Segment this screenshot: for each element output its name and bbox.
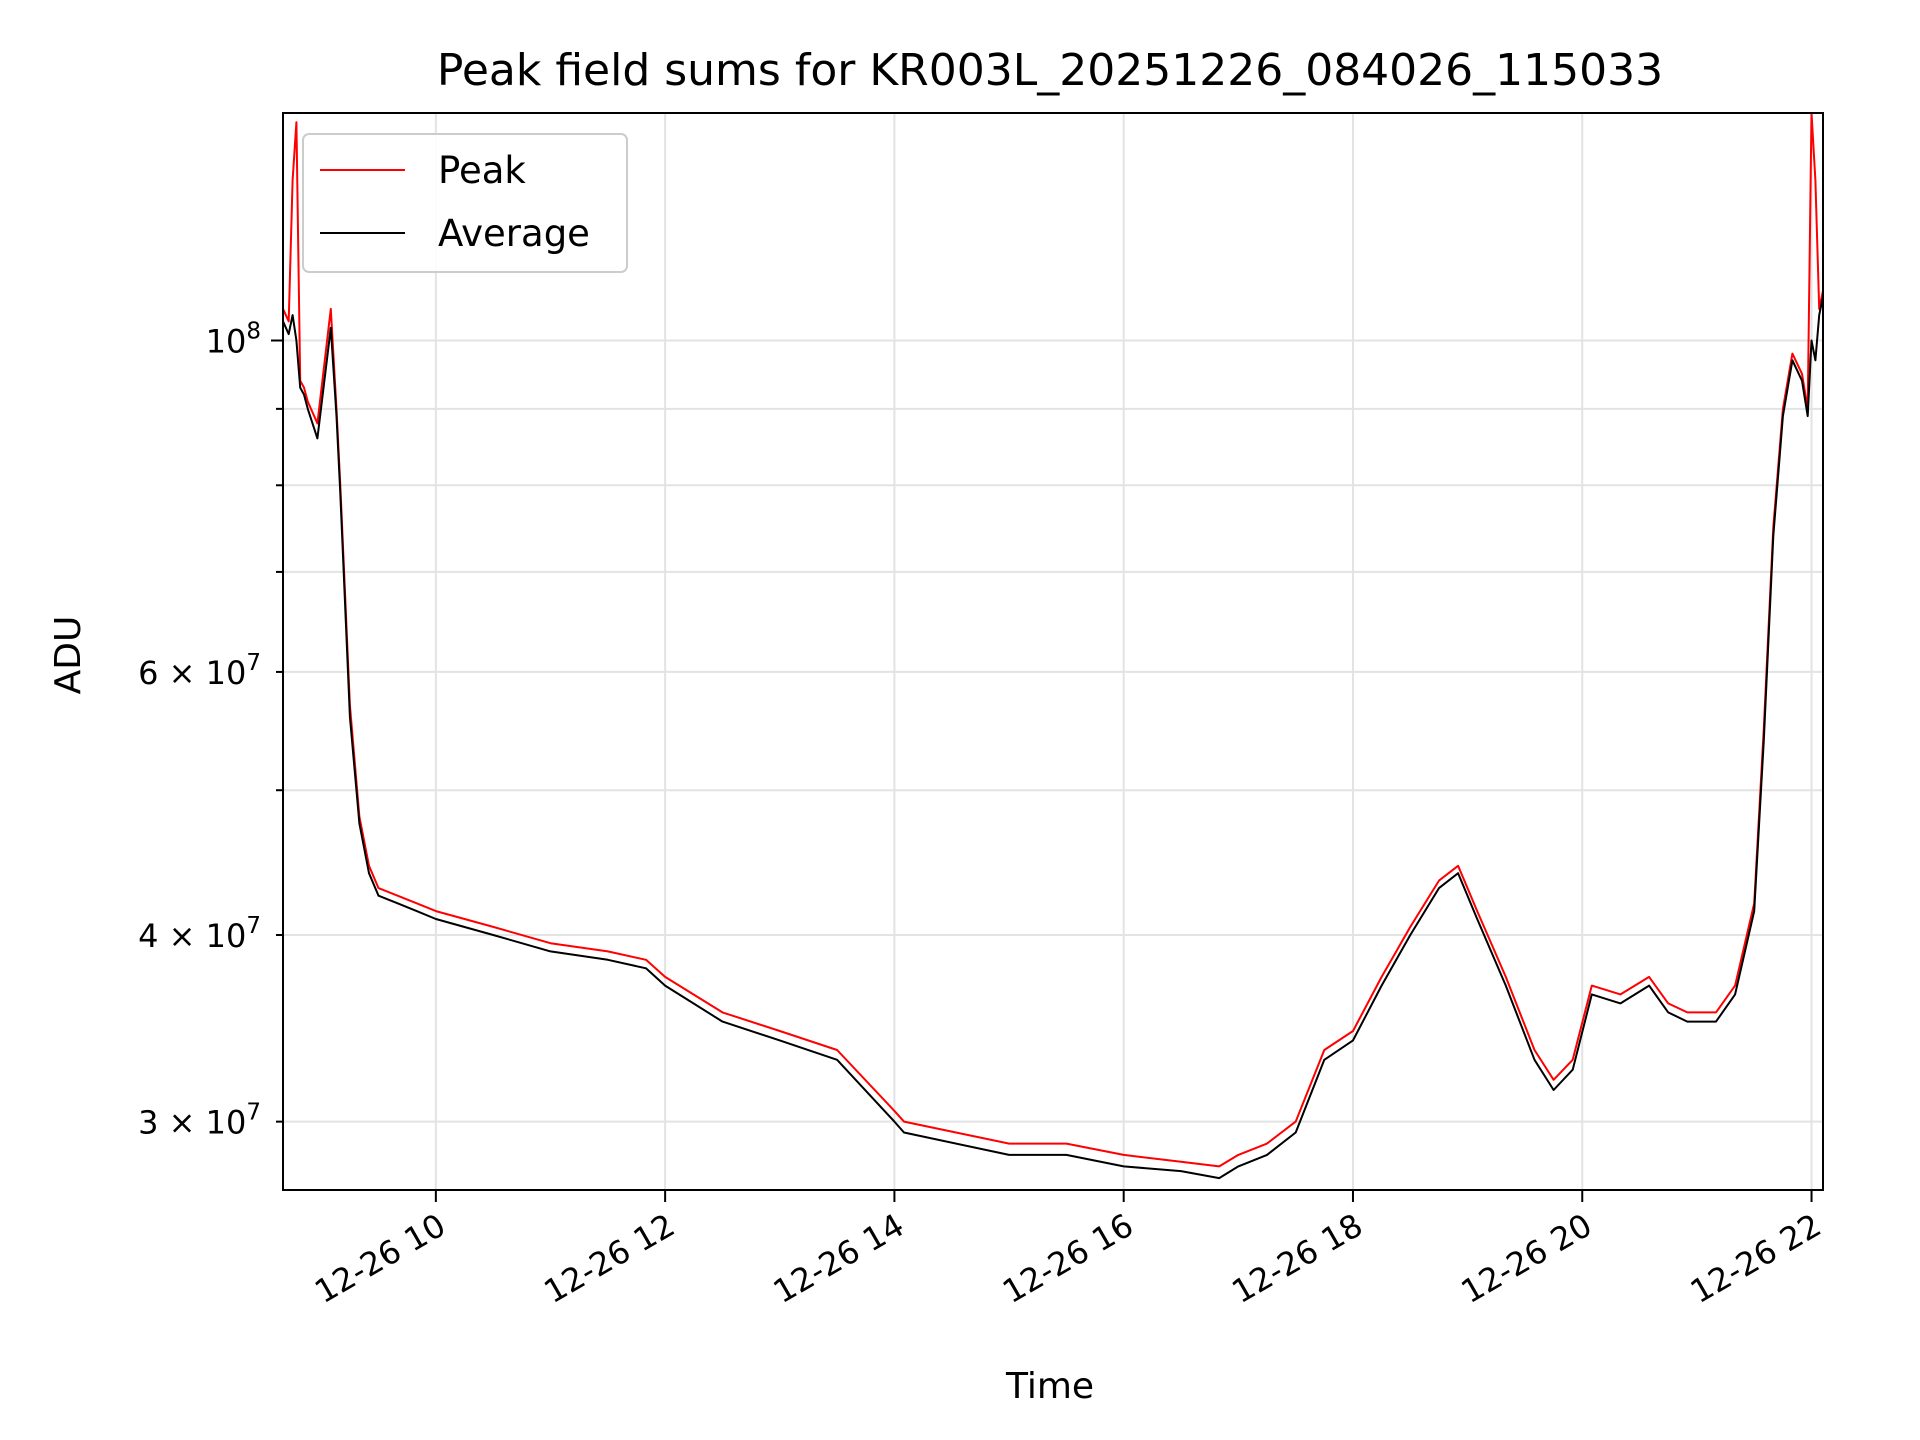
grid — [283, 113, 1823, 1190]
legend-box — [302, 133, 628, 273]
chart-title: Peak field sums for KR003L_20251226_0840… — [437, 45, 1663, 96]
legend-label-average: Average — [438, 212, 590, 255]
series-group — [282, 112, 1824, 1180]
y-tick-label: 4 × 107 — [138, 913, 261, 955]
x-axis-label: Time — [1005, 1366, 1094, 1407]
legend-label-peak: Peak — [438, 149, 526, 192]
plot-frame — [282, 112, 1824, 1191]
y-axis-ticks: 108 3 × 107 4 × 107 6 × 107 — [138, 319, 283, 1142]
y-tick-label: 108 — [206, 319, 261, 361]
series-line-average — [282, 296, 1824, 1180]
y-tick-label: 6 × 107 — [138, 650, 261, 692]
y-axis-label: ADU — [48, 616, 89, 695]
y-tick-label: 3 × 107 — [138, 1100, 261, 1142]
legend: Peak Average — [302, 133, 628, 273]
